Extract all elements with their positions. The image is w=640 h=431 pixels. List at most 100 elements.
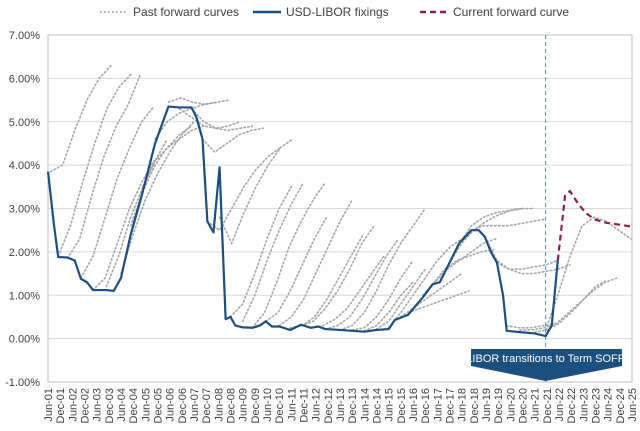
x-tick-label: Jun-04: [116, 388, 128, 422]
past-forward-curve: [544, 216, 632, 331]
legend: Past forward curves USD-LIBOR fixings Cu…: [100, 5, 569, 19]
past-forward-curve: [533, 279, 609, 333]
x-tick-label: Dec-12: [323, 388, 335, 423]
x-tick-label: Jun-02: [67, 388, 79, 422]
past-forward-curve: [105, 138, 169, 288]
x-tick-label: Dec-24: [615, 388, 627, 423]
x-tick-label: Dec-02: [80, 388, 92, 423]
past-forward-curve: [80, 105, 155, 279]
x-tick-label: Dec-14: [372, 388, 384, 423]
x-tick-label: Dec-22: [566, 388, 578, 423]
x-tick-label: Dec-10: [274, 388, 286, 423]
x-tick-label: Dec-08: [226, 388, 238, 423]
legend-label-current: Current forward curve: [453, 5, 569, 19]
x-tick-label: Jun-14: [359, 388, 371, 422]
past-forward-curve: [519, 277, 619, 331]
past-forward-curve: [309, 255, 385, 329]
x-tick-label: Dec-17: [445, 388, 457, 423]
x-tick-label: Jun-10: [262, 388, 274, 422]
x-tick-label: Jun-15: [384, 388, 396, 422]
past-forward-curve: [129, 125, 193, 227]
past-forward-curve: [421, 238, 497, 297]
x-tick-label: Jun-08: [213, 388, 225, 422]
past-forward-curve: [241, 181, 305, 323]
annotation: LIBOR transitions to Term SOFR: [466, 349, 626, 381]
x-tick-label: Jun-16: [408, 388, 420, 422]
current-forward-curve-line: [556, 189, 633, 261]
past-forward-curve: [363, 281, 414, 332]
past-forward-curve: [120, 120, 195, 275]
x-tick-label: Dec-19: [493, 388, 505, 423]
past-forward-curves: [49, 64, 632, 333]
y-tick-label: 0.00%: [9, 334, 40, 346]
past-forward-curve: [218, 138, 294, 246]
past-forward-curve: [201, 127, 265, 154]
past-forward-curve: [496, 261, 571, 275]
x-tick-label: Dec-20: [518, 388, 530, 423]
y-tick-label: 6.00%: [9, 73, 40, 85]
x-tick-label: Jun-24: [603, 388, 615, 422]
x-tick-label: Jun-03: [92, 388, 104, 422]
annotation-arrow-box: [471, 349, 622, 381]
past-forward-curve: [142, 125, 205, 188]
x-tick-label: Dec-07: [201, 388, 213, 423]
libor-fixings-line: [46, 105, 559, 338]
annotation-text: LIBOR transitions to Term SOFR: [466, 353, 625, 365]
x-tick-label: Jun-18: [457, 388, 469, 422]
past-forward-curve: [458, 207, 534, 244]
past-forward-curve: [229, 186, 293, 318]
x-tick-label: Dec-09: [250, 388, 262, 423]
x-tick-label: Jun-21: [530, 388, 542, 422]
x-tick-label: Dec-04: [128, 388, 140, 423]
past-forward-curve: [92, 159, 155, 291]
x-tick-label: Jun-06: [165, 388, 177, 422]
past-forward-curve: [190, 107, 254, 132]
past-forward-curve: [324, 238, 400, 330]
x-tick-label: Dec-01: [55, 388, 67, 423]
x-tick-label: Dec-13: [347, 388, 359, 423]
past-forward-curve: [57, 73, 133, 258]
x-tick-label: Dec-11: [299, 388, 311, 423]
y-tick-label: 7.00%: [9, 30, 40, 42]
x-tick-label: Dec-03: [104, 388, 116, 423]
past-forward-curve: [178, 107, 242, 130]
past-forward-curve: [278, 199, 353, 327]
past-forward-curve: [167, 97, 231, 106]
past-forward-curve: [448, 207, 524, 264]
past-forward-curve: [154, 101, 217, 140]
past-forward-curve: [49, 64, 113, 173]
x-tick-label: Jun-13: [335, 388, 347, 422]
x-tick-label: Jun-05: [140, 388, 152, 422]
x-tick-label: Jun-07: [189, 388, 201, 422]
past-forward-curve: [66, 73, 142, 260]
x-tick-label: Jun-19: [481, 388, 493, 422]
past-forward-curve: [206, 146, 282, 232]
legend-label-past: Past forward curves: [133, 5, 239, 19]
past-forward-curve: [483, 235, 559, 271]
y-tick-label: 5.00%: [9, 117, 40, 129]
y-tick-label: 4.00%: [9, 160, 40, 172]
past-forward-curve: [375, 268, 426, 330]
x-tick-label: Jun-17: [432, 388, 444, 422]
y-tick-label: -1.00%: [5, 377, 40, 389]
series-lines: [46, 105, 633, 338]
x-tick-label: Jun-11: [286, 388, 298, 421]
y-tick-label: 3.00%: [9, 204, 40, 216]
past-forward-curve: [251, 181, 327, 329]
y-tick-label: 1.00%: [9, 290, 40, 302]
past-forward-curve: [300, 225, 375, 327]
x-tick-label: Jun-23: [578, 388, 590, 422]
x-tick-label: Dec-23: [591, 388, 603, 423]
past-forward-curve: [431, 248, 495, 286]
x-tick-label: Jun-09: [238, 388, 250, 422]
past-forward-curve: [470, 218, 546, 231]
past-forward-curve: [339, 207, 426, 331]
x-tick-label: Jun-12: [311, 388, 323, 422]
plot-border: [47, 34, 633, 383]
x-tick-label: Dec-21: [542, 388, 554, 423]
x-tick-label: Dec-15: [396, 388, 408, 423]
x-axis-ticks: Jun-01 Dec-01 Jun-02 Dec-02 Jun-03 Dec-03 Jun-…: [43, 388, 639, 423]
x-tick-label: Dec-06: [177, 388, 189, 423]
x-tick-label: Dec-05: [153, 388, 165, 423]
past-forward-curve: [264, 216, 328, 323]
